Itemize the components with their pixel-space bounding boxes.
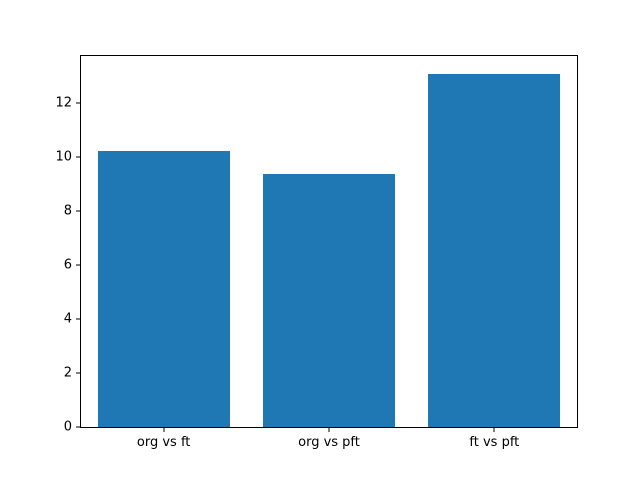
bar-ft-vs-pft (428, 74, 561, 427)
y-tick-mark (76, 156, 80, 158)
y-tick-label-10: 10 (55, 149, 72, 165)
y-tick-label-12: 12 (55, 95, 72, 110)
y-tick-mark (76, 210, 80, 212)
x-tick-label-ft-vs-pft: ft vs pft (469, 435, 520, 450)
y-tick-label-6: 6 (63, 257, 72, 273)
axes (80, 55, 578, 428)
y-tick-mark (76, 102, 80, 103)
bar-org-vs-pft (262, 174, 396, 427)
y-tick-mark (76, 264, 80, 266)
bar-org-vs-ft (97, 151, 230, 427)
y-tick-label-4: 4 (63, 311, 72, 327)
y-tick-label-2: 2 (63, 365, 72, 381)
x-tick-label-org-vs-pft: org vs pft (298, 435, 360, 450)
bars-group (81, 56, 577, 427)
y-tick-label-8: 8 (63, 203, 72, 219)
y-tick-label-0: 0 (63, 419, 72, 435)
y-tick-mark (76, 426, 80, 428)
y-tick-mark (76, 372, 80, 374)
x-tick-mark (493, 428, 495, 432)
x-tick-mark (163, 428, 165, 432)
x-tick-mark (328, 428, 330, 432)
x-tick-label-org-vs-ft: org vs ft (136, 435, 191, 450)
y-tick-mark (76, 318, 80, 320)
